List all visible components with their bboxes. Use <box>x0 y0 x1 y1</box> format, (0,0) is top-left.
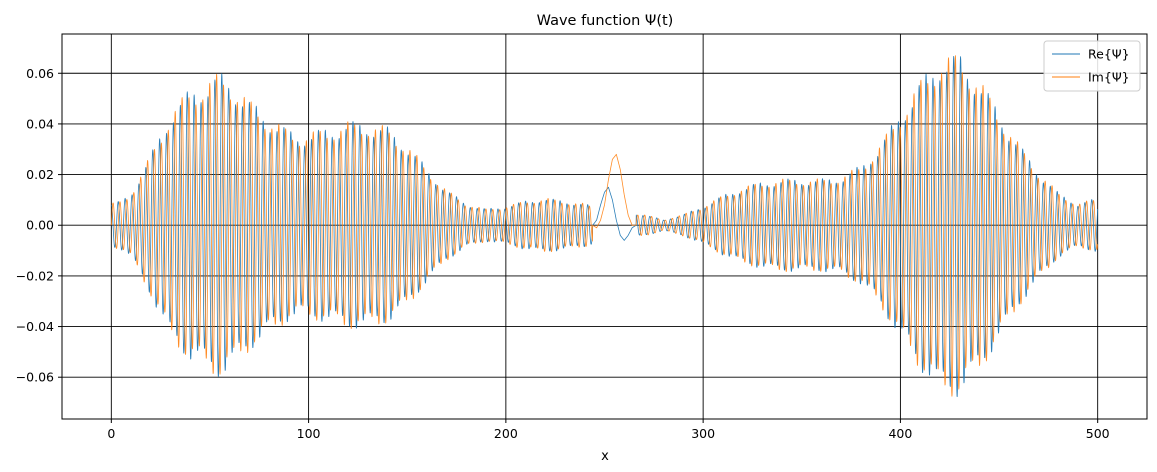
x-tick-label: 400 <box>888 426 912 441</box>
y-tick-label: −0.06 <box>16 370 54 385</box>
x-tick-label: 200 <box>494 426 518 441</box>
x-tick-label: 500 <box>1086 426 1110 441</box>
x-tick-label: 0 <box>107 426 115 441</box>
y-tick-label: 0.02 <box>26 167 54 182</box>
legend-label-im: Im{Ψ} <box>1088 70 1130 85</box>
plot-frame <box>61 33 1148 420</box>
legend: Re{Ψ} Im{Ψ} <box>1043 40 1141 92</box>
y-tick-label: −0.04 <box>16 319 54 334</box>
x-axis-label: x <box>601 449 609 464</box>
x-tick-label: 100 <box>297 426 321 441</box>
series-lines <box>110 55 1099 397</box>
series-line-re <box>111 55 1099 397</box>
series-line-im <box>110 55 1099 397</box>
y-tick-label: 0.06 <box>26 66 54 81</box>
chart-title: Wave function Ψ(t) <box>537 13 674 29</box>
y-axis-ticks: −0.06 −0.04 −0.02 0.00 0.02 0.04 0.06 <box>16 66 62 385</box>
legend-label-re: Re{Ψ} <box>1088 47 1130 62</box>
y-tick-label: −0.02 <box>16 268 54 283</box>
x-tick-label: 300 <box>691 426 715 441</box>
y-tick-label: 0.04 <box>26 116 54 131</box>
x-axis-ticks: 0 100 200 300 400 500 <box>107 419 1110 441</box>
y-tick-label: 0.00 <box>26 218 54 233</box>
